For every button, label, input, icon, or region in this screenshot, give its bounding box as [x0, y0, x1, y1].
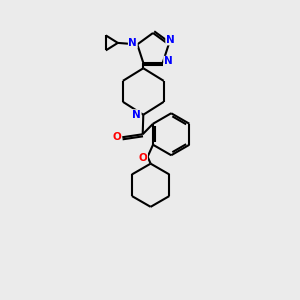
Text: N: N [128, 38, 137, 48]
Text: O: O [139, 153, 148, 163]
Text: N: N [166, 35, 175, 45]
Text: N: N [164, 56, 172, 66]
Text: N: N [132, 110, 141, 120]
Text: O: O [112, 132, 121, 142]
